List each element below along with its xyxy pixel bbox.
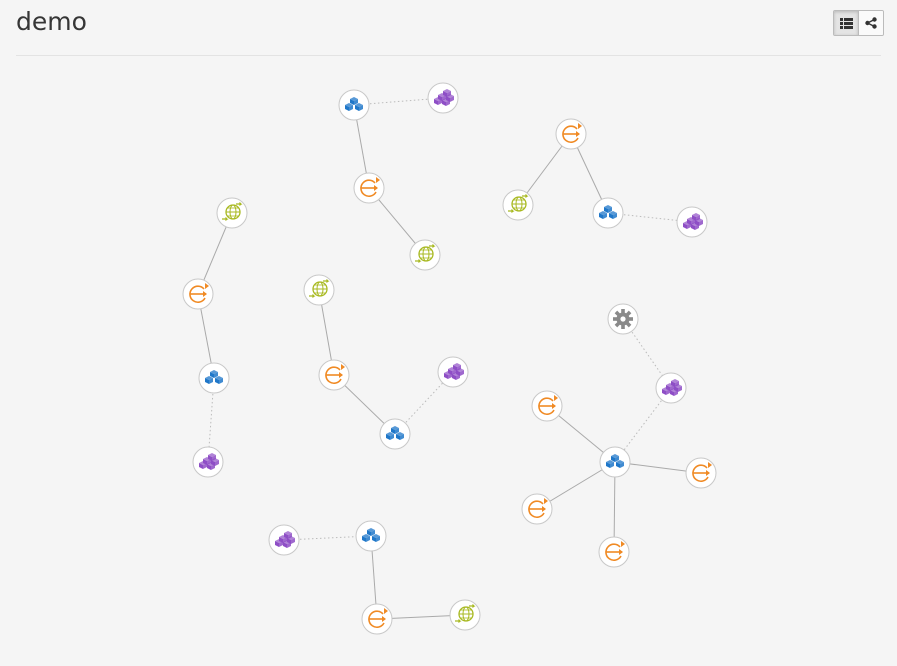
boxes-icon: [205, 370, 223, 384]
topology-node-replicator[interactable]: [598, 536, 630, 568]
topology-link-a1-a2: [353, 97, 444, 106]
topology-node-replicator[interactable]: [531, 390, 563, 422]
sync-arrow-icon: [360, 177, 380, 198]
topology-node-network[interactable]: [502, 189, 534, 221]
topology-node-gear[interactable]: [607, 303, 639, 335]
topology-node-replicator[interactable]: [361, 603, 393, 635]
topology-node-datastore[interactable]: [676, 206, 708, 238]
topology-node-replicator[interactable]: [555, 118, 587, 150]
sync-arrow-icon: [538, 395, 558, 416]
list-view-button[interactable]: [834, 11, 858, 35]
topology-node-datastore[interactable]: [655, 372, 687, 404]
stacked-boxes-icon: [434, 89, 454, 106]
globe-arrows-icon: [415, 244, 436, 263]
sync-arrow-icon: [528, 498, 548, 519]
topology-node-replicator[interactable]: [521, 493, 553, 525]
globe-arrows-icon: [309, 279, 330, 298]
sync-arrow-icon: [368, 608, 388, 629]
boxes-icon: [599, 205, 617, 219]
stacked-boxes-icon: [199, 453, 219, 470]
topology-node-replicator[interactable]: [182, 278, 214, 310]
sync-arrow-icon: [562, 123, 582, 144]
topology-view-button[interactable]: [858, 11, 883, 35]
topology-node-app[interactable]: [592, 197, 624, 229]
sync-arrow-icon: [605, 541, 625, 562]
topology-node-app[interactable]: [599, 446, 631, 478]
boxes-icon: [606, 454, 624, 468]
globe-arrows-icon: [508, 194, 529, 213]
globe-arrows-icon: [455, 604, 476, 623]
topology-node-app[interactable]: [198, 362, 230, 394]
view-toggle: [833, 10, 884, 36]
page-header: demo: [16, 0, 884, 56]
gear-icon: [613, 309, 633, 329]
sync-arrow-icon: [325, 364, 345, 385]
topology-node-network[interactable]: [216, 197, 248, 229]
sync-arrow-icon: [692, 462, 712, 483]
topology-node-replicator[interactable]: [685, 457, 717, 489]
topology-node-app[interactable]: [379, 418, 411, 450]
share-icon: [865, 17, 877, 29]
stacked-boxes-icon: [275, 531, 295, 548]
topology-node-datastore[interactable]: [437, 356, 469, 388]
sync-arrow-icon: [189, 283, 209, 304]
topology-node-datastore[interactable]: [268, 524, 300, 556]
topology-node-network[interactable]: [449, 599, 481, 631]
list-icon: [839, 17, 853, 29]
boxes-icon: [362, 528, 380, 542]
topology-node-app[interactable]: [355, 520, 387, 552]
topology-node-replicator[interactable]: [318, 359, 350, 391]
page-title: demo: [16, 7, 87, 36]
boxes-icon: [386, 426, 404, 440]
topology-node-network[interactable]: [303, 274, 335, 306]
topology-node-network[interactable]: [409, 239, 441, 271]
stacked-boxes-icon: [662, 379, 682, 396]
globe-arrows-icon: [222, 202, 243, 221]
boxes-icon: [345, 97, 363, 111]
topology-node-replicator[interactable]: [353, 172, 385, 204]
stacked-boxes-icon: [444, 363, 464, 380]
topology-node-app[interactable]: [338, 89, 370, 121]
stacked-boxes-icon: [683, 213, 703, 230]
topology-node-datastore[interactable]: [427, 82, 459, 114]
topology-node-datastore[interactable]: [192, 446, 224, 478]
